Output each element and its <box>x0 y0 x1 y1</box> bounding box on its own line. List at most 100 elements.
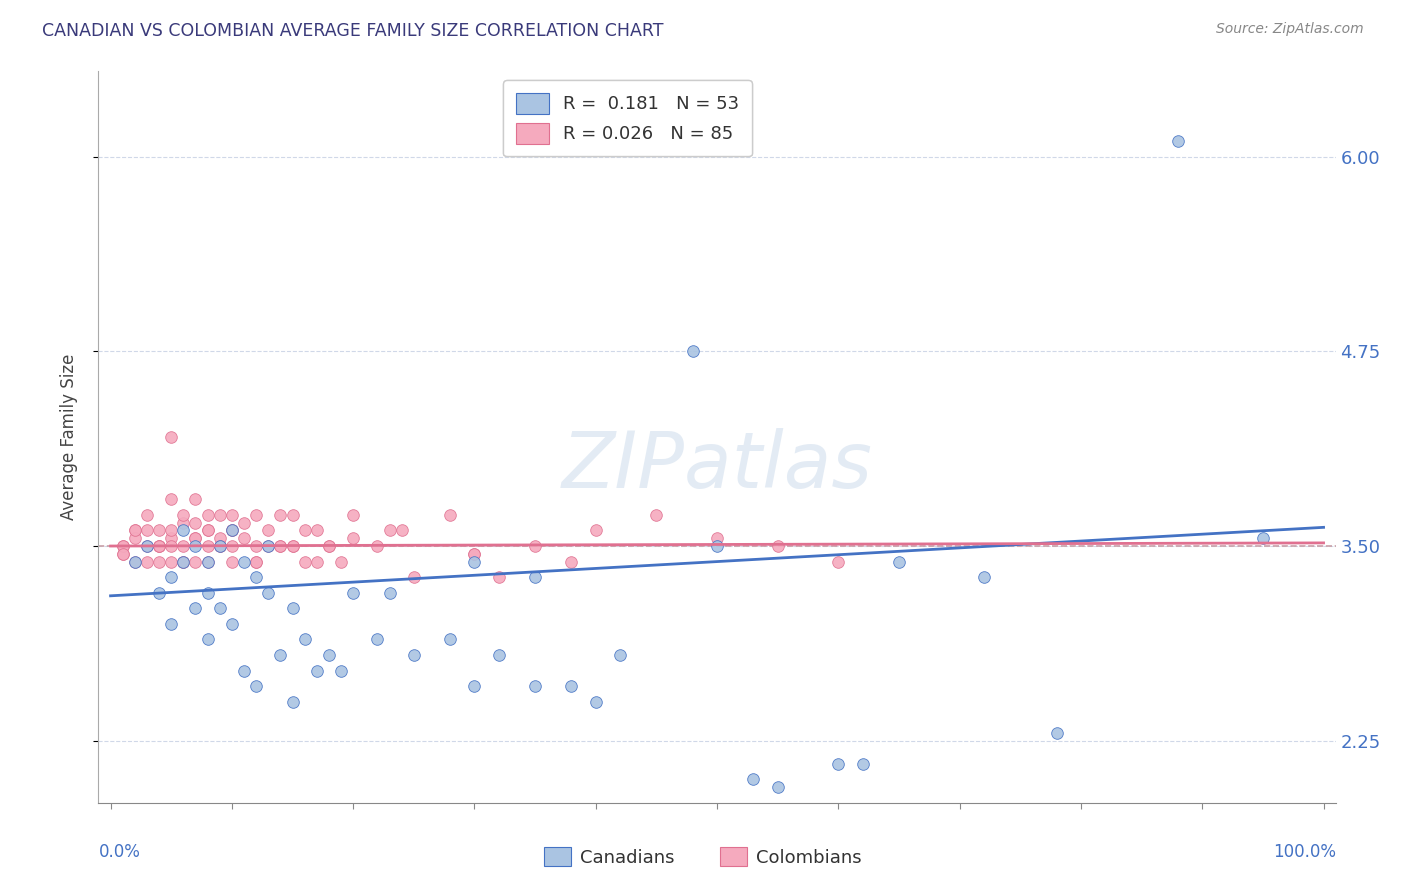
Legend: Canadians, Colombians: Canadians, Colombians <box>537 840 869 874</box>
Point <box>585 695 607 709</box>
Point <box>827 555 849 569</box>
Point <box>269 648 291 662</box>
Point <box>269 539 291 553</box>
Point <box>342 585 364 599</box>
Point <box>294 555 316 569</box>
Point <box>172 516 194 530</box>
Point <box>221 616 243 631</box>
Point <box>233 664 256 678</box>
Text: ZIPatlas: ZIPatlas <box>561 428 873 504</box>
Point <box>124 555 146 569</box>
Point <box>766 539 789 553</box>
Point <box>378 524 401 538</box>
Point <box>208 539 231 553</box>
Point <box>111 547 134 561</box>
Point <box>184 516 207 530</box>
Point <box>342 508 364 522</box>
Point <box>706 531 728 545</box>
Point <box>160 430 183 444</box>
Point <box>148 539 170 553</box>
Point <box>318 539 340 553</box>
Point <box>318 648 340 662</box>
Point <box>439 632 461 647</box>
Point <box>221 508 243 522</box>
Point <box>136 555 159 569</box>
Point <box>233 516 256 530</box>
Point <box>172 555 194 569</box>
Point <box>524 679 547 693</box>
Point <box>221 524 243 538</box>
Point <box>160 555 183 569</box>
Point <box>160 524 183 538</box>
Point <box>609 648 631 662</box>
Point <box>136 524 159 538</box>
Point <box>281 508 304 522</box>
Point <box>294 524 316 538</box>
Point <box>281 601 304 615</box>
Point <box>378 585 401 599</box>
Point <box>184 492 207 507</box>
Point <box>136 539 159 553</box>
Point <box>742 772 765 787</box>
Point <box>342 531 364 545</box>
Point <box>463 547 485 561</box>
Point <box>305 524 328 538</box>
Point <box>197 539 219 553</box>
Point <box>148 524 170 538</box>
Point <box>111 547 134 561</box>
Point <box>197 524 219 538</box>
Point <box>560 555 582 569</box>
Point <box>257 539 280 553</box>
Point <box>463 555 485 569</box>
Point <box>184 555 207 569</box>
Point <box>208 601 231 615</box>
Point <box>245 570 267 584</box>
Point <box>184 539 207 553</box>
Point <box>245 555 267 569</box>
Point <box>148 539 170 553</box>
Point <box>269 539 291 553</box>
Y-axis label: Average Family Size: Average Family Size <box>59 354 77 520</box>
Point <box>208 539 231 553</box>
Text: CANADIAN VS COLOMBIAN AVERAGE FAMILY SIZE CORRELATION CHART: CANADIAN VS COLOMBIAN AVERAGE FAMILY SIZ… <box>42 22 664 40</box>
Point <box>124 555 146 569</box>
Point <box>281 539 304 553</box>
Point <box>852 756 875 771</box>
Point <box>524 570 547 584</box>
Point <box>1251 531 1274 545</box>
Point <box>827 756 849 771</box>
Point <box>245 508 267 522</box>
Point <box>585 524 607 538</box>
Point <box>184 531 207 545</box>
Point <box>281 539 304 553</box>
Point <box>645 508 668 522</box>
Point <box>184 601 207 615</box>
Text: Source: ZipAtlas.com: Source: ZipAtlas.com <box>1216 22 1364 37</box>
Point <box>402 648 425 662</box>
Point <box>560 679 582 693</box>
Point <box>281 695 304 709</box>
Point <box>148 539 170 553</box>
Point <box>330 664 353 678</box>
Point <box>391 524 413 538</box>
Point <box>148 585 170 599</box>
Point <box>488 648 510 662</box>
Point <box>402 570 425 584</box>
Point <box>124 531 146 545</box>
Point <box>439 508 461 522</box>
Point <box>221 524 243 538</box>
Point <box>463 679 485 693</box>
Point <box>524 539 547 553</box>
Point <box>148 555 170 569</box>
Point <box>208 508 231 522</box>
Point <box>124 524 146 538</box>
Point <box>305 555 328 569</box>
Text: 0.0%: 0.0% <box>98 843 141 861</box>
Point <box>208 531 231 545</box>
Point <box>111 539 134 553</box>
Point <box>269 508 291 522</box>
Point <box>172 555 194 569</box>
Point <box>197 555 219 569</box>
Text: 100.0%: 100.0% <box>1272 843 1336 861</box>
Point <box>172 524 194 538</box>
